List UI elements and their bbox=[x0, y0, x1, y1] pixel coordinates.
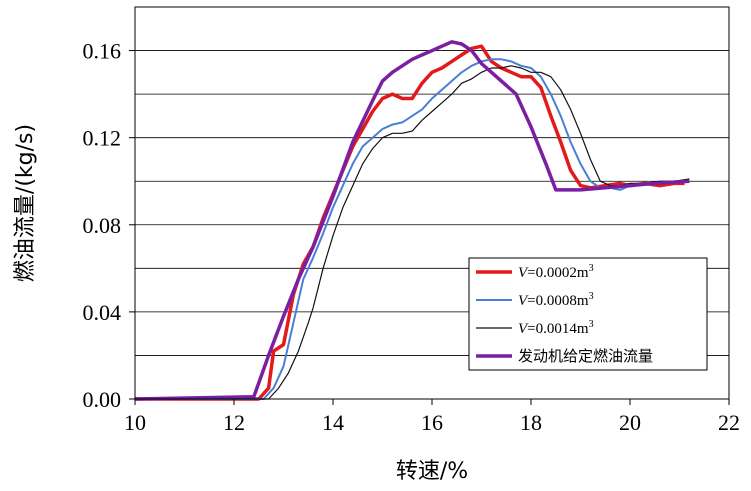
y-tick-label: 0.08 bbox=[83, 213, 122, 238]
legend-label-2: V=0.0008m3 bbox=[518, 291, 594, 309]
x-tick-label: 12 bbox=[223, 410, 245, 435]
y-axis-title: 燃油流量/(kg/s) bbox=[13, 124, 38, 282]
legend-label-3: V=0.0014m3 bbox=[518, 319, 594, 337]
x-tick-label: 20 bbox=[619, 410, 641, 435]
y-tick-label: 0.04 bbox=[83, 300, 122, 325]
x-tick-label: 14 bbox=[322, 410, 344, 435]
y-tick-labels: 0.00 0.04 0.08 0.12 0.16 bbox=[83, 39, 122, 412]
x-tick-labels: 10 12 14 16 18 20 22 bbox=[124, 410, 740, 435]
legend: V=0.0002m3 V=0.0008m3 V=0.0014m3 发动机给定燃油流量 bbox=[468, 257, 708, 371]
y-tick-label: 0.00 bbox=[83, 387, 122, 412]
x-axis-title: 转速/% bbox=[396, 459, 468, 484]
x-tick-label: 18 bbox=[520, 410, 542, 435]
legend-box bbox=[468, 257, 708, 371]
series-line-3 bbox=[135, 65, 690, 400]
series-line-4 bbox=[134, 40, 690, 401]
x-tick-label: 10 bbox=[124, 410, 146, 435]
series-layer bbox=[134, 40, 690, 401]
axis-ticks bbox=[129, 50, 730, 405]
x-tick-label: 16 bbox=[421, 410, 443, 435]
x-tick-label: 22 bbox=[718, 410, 740, 435]
gridlines bbox=[135, 50, 729, 356]
y-tick-label: 0.16 bbox=[83, 39, 122, 64]
y-tick-label: 0.12 bbox=[83, 126, 122, 151]
legend-label-1: V=0.0002m3 bbox=[518, 263, 594, 281]
legend-label-4: 发动机给定燃油流量 bbox=[518, 347, 653, 365]
